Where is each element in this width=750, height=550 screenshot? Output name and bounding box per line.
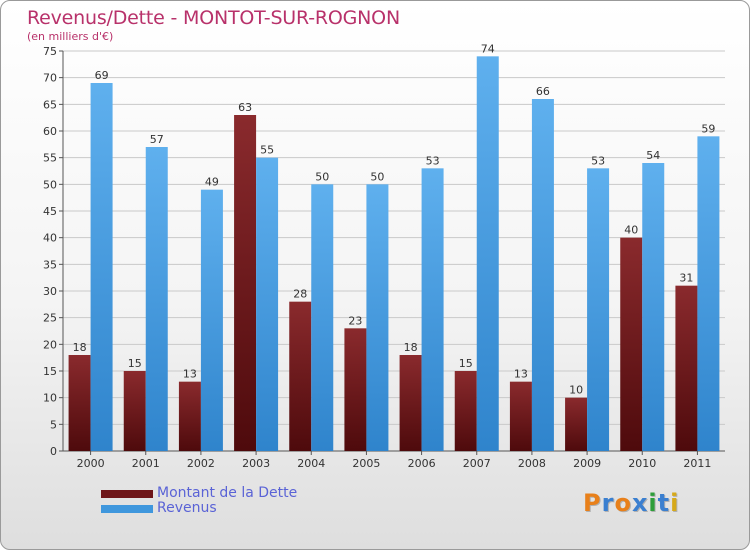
bar-revenue bbox=[531, 99, 554, 451]
bar-revenue bbox=[256, 157, 279, 451]
bar-debt bbox=[509, 381, 532, 451]
legend-swatch-debt bbox=[101, 490, 153, 498]
data-label-debt: 10 bbox=[569, 384, 583, 397]
bar-debt bbox=[234, 115, 257, 451]
data-label-debt: 13 bbox=[514, 368, 528, 381]
y-tick-label: 65 bbox=[43, 98, 57, 111]
logo-letter: i bbox=[648, 489, 658, 517]
data-label-revenue: 69 bbox=[95, 69, 109, 82]
x-tick-label: 2006 bbox=[408, 457, 436, 470]
bar-debt bbox=[399, 355, 422, 451]
axes: 0 5 10 15 20 25 30 35 40 45 50 55 60 65 70 75 2000 2001 20… bbox=[43, 45, 725, 470]
y-tick-label: 50 bbox=[43, 178, 57, 191]
logo-letter: o bbox=[614, 489, 632, 517]
y-tick-label: 35 bbox=[43, 258, 57, 271]
data-label-revenue: 74 bbox=[481, 42, 495, 55]
legend-swatch-revenue bbox=[101, 505, 153, 513]
bar-debt bbox=[565, 397, 588, 451]
chart-subtitle: (en milliers d'€) bbox=[27, 30, 114, 43]
bar-revenue bbox=[697, 136, 720, 452]
data-label-debt: 13 bbox=[183, 368, 197, 381]
bar-revenue bbox=[311, 184, 334, 452]
grid-lines bbox=[63, 50, 725, 452]
x-tick-label: 2011 bbox=[683, 457, 711, 470]
bar-debt bbox=[123, 371, 146, 451]
x-tick-label: 2007 bbox=[463, 457, 491, 470]
proxiti-logo: Proxiti bbox=[583, 489, 679, 517]
bar-revenue bbox=[476, 56, 499, 451]
y-tick-label: 60 bbox=[43, 125, 57, 138]
y-tick-label: 20 bbox=[43, 338, 57, 351]
bar-revenue bbox=[366, 184, 389, 452]
y-tick-label: 75 bbox=[43, 45, 57, 58]
legend-label-debt: Montant de la Dette bbox=[157, 485, 298, 501]
logo-letter: i bbox=[670, 489, 680, 517]
bars bbox=[68, 56, 720, 452]
data-labels: 18 69 15 57 13 49 63 55 28 50 23 50 18 53 15 74 13 66 10 53… bbox=[73, 42, 716, 396]
logo-letter: x bbox=[631, 489, 649, 517]
y-tick-label: 10 bbox=[43, 392, 57, 405]
data-label-debt: 40 bbox=[624, 224, 638, 237]
bar-revenue bbox=[642, 163, 665, 451]
x-tick-label: 2000 bbox=[77, 457, 105, 470]
y-tick-label: 5 bbox=[50, 418, 57, 431]
bar-debt bbox=[675, 285, 698, 451]
x-tick-label: 2002 bbox=[187, 457, 215, 470]
x-tick-label: 2003 bbox=[242, 457, 270, 470]
x-tick-label: 2008 bbox=[518, 457, 546, 470]
x-tick-label: 2009 bbox=[573, 457, 601, 470]
data-label-debt: 63 bbox=[238, 101, 252, 114]
y-tick-label: 25 bbox=[43, 312, 57, 325]
bar-debt bbox=[620, 237, 643, 451]
bar-debt bbox=[178, 381, 201, 451]
data-label-debt: 23 bbox=[348, 314, 362, 327]
x-tick-label: 2001 bbox=[132, 457, 160, 470]
data-label-revenue: 54 bbox=[646, 149, 660, 162]
data-label-revenue: 53 bbox=[591, 154, 605, 167]
y-tick-label: 70 bbox=[43, 72, 57, 85]
data-label-revenue: 55 bbox=[260, 144, 274, 157]
bar-revenue bbox=[587, 168, 610, 452]
data-label-debt: 18 bbox=[73, 341, 87, 354]
chart-title: Revenus/Dette - MONTOT-SUR-ROGNON bbox=[27, 7, 400, 29]
y-tick-label: 45 bbox=[43, 205, 57, 218]
y-tick-label: 0 bbox=[50, 445, 57, 458]
data-label-revenue: 57 bbox=[150, 133, 164, 146]
data-label-revenue: 50 bbox=[315, 170, 329, 183]
x-tick-label: 2004 bbox=[297, 457, 325, 470]
logo-letter: P bbox=[583, 489, 602, 517]
y-tick-label: 15 bbox=[43, 365, 57, 378]
data-label-debt: 28 bbox=[293, 288, 307, 301]
bar-debt bbox=[289, 301, 312, 451]
legend-label-revenue: Revenus bbox=[157, 500, 217, 516]
data-label-debt: 15 bbox=[459, 357, 473, 370]
logo-letter: r bbox=[601, 489, 615, 517]
data-label-debt: 31 bbox=[679, 272, 693, 285]
bar-debt bbox=[68, 355, 91, 451]
data-label-debt: 18 bbox=[404, 341, 418, 354]
data-label-revenue: 59 bbox=[701, 122, 715, 135]
logo-letter: t bbox=[657, 489, 671, 517]
data-label-revenue: 66 bbox=[536, 85, 550, 98]
bar-debt bbox=[344, 328, 367, 451]
data-label-revenue: 50 bbox=[370, 170, 384, 183]
x-tick-label: 2010 bbox=[628, 457, 656, 470]
y-tick-label: 55 bbox=[43, 152, 57, 165]
bar-revenue bbox=[90, 83, 113, 451]
y-tick-label: 30 bbox=[43, 285, 57, 298]
data-label-debt: 15 bbox=[128, 357, 142, 370]
bar-revenue bbox=[145, 147, 168, 451]
bar-revenue bbox=[421, 168, 444, 452]
data-label-revenue: 53 bbox=[426, 154, 440, 167]
bar-revenue bbox=[200, 189, 223, 451]
data-label-revenue: 49 bbox=[205, 176, 219, 189]
bar-debt bbox=[454, 371, 477, 451]
x-tick-label: 2005 bbox=[352, 457, 380, 470]
y-tick-label: 40 bbox=[43, 232, 57, 245]
